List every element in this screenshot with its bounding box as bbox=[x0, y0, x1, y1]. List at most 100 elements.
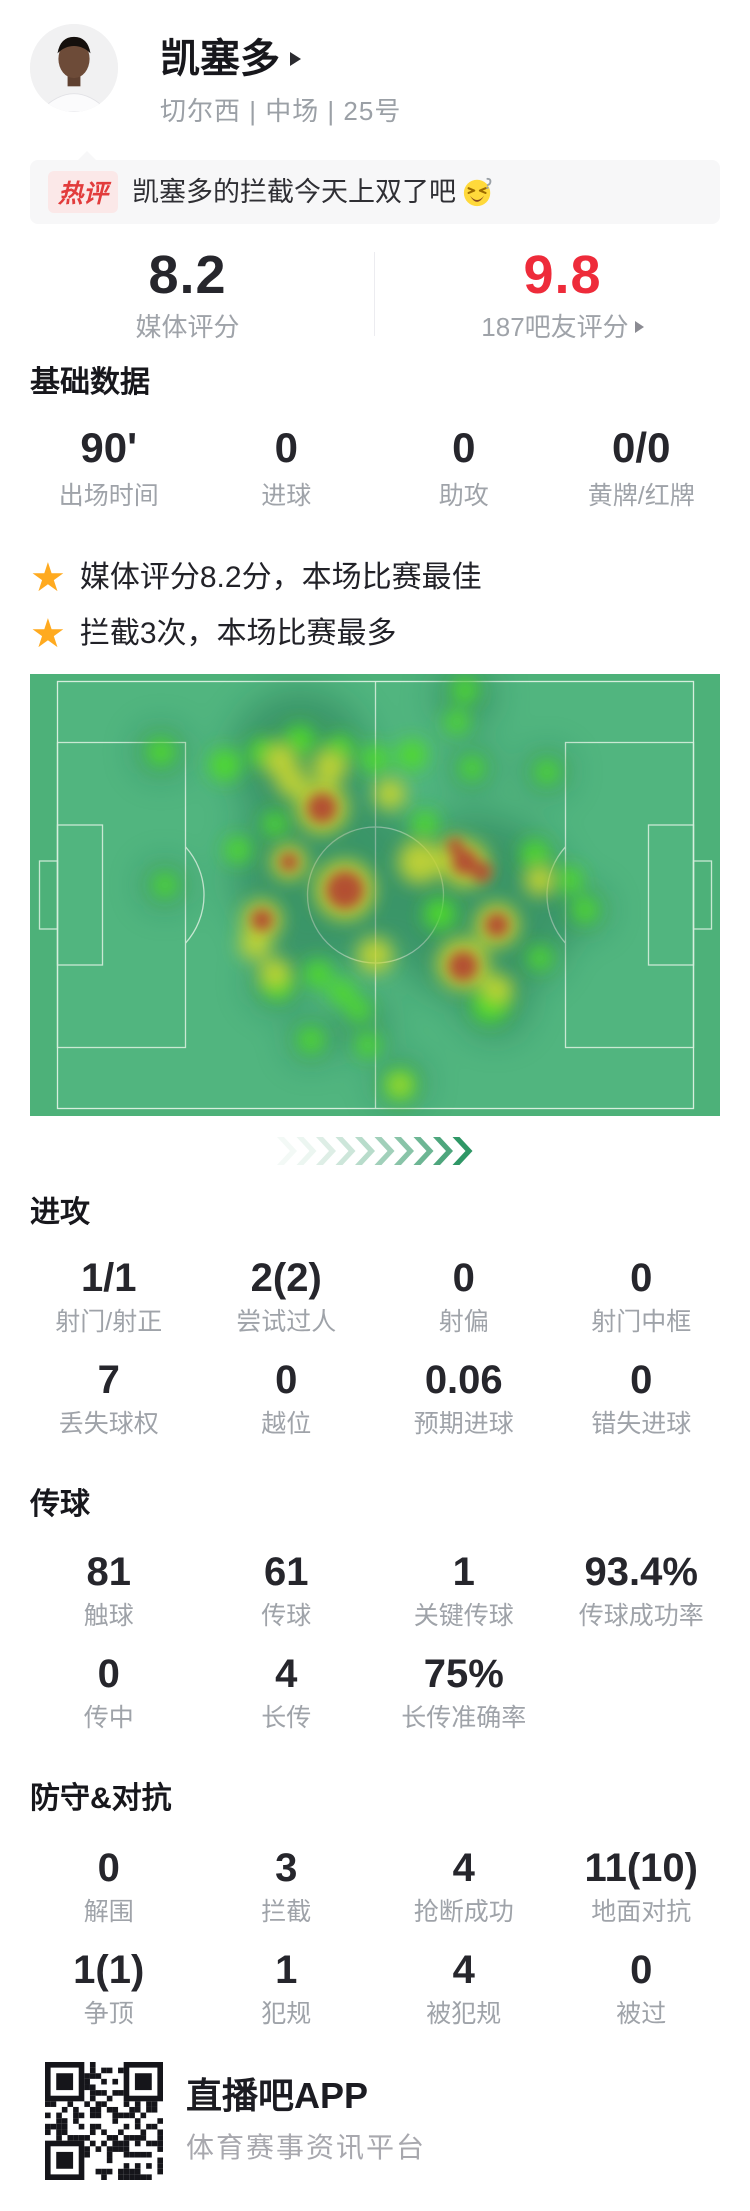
star-icon: ★ bbox=[30, 612, 66, 656]
arrow-right-icon bbox=[634, 321, 644, 333]
stat-label: 助攻 bbox=[438, 482, 489, 510]
stat-value: 0 bbox=[97, 1652, 120, 1696]
stat-cell: 0 助攻 bbox=[375, 424, 553, 510]
app-name: 直播吧APP bbox=[186, 2075, 369, 2116]
stat-value: 3 bbox=[275, 1846, 298, 1890]
stat-cell: 75% 长传准确率 bbox=[375, 1652, 553, 1732]
stat-label: 越位 bbox=[261, 1410, 312, 1438]
basic-stats-grid: 90' 出场时间 0 进球 0 助攻 0/0 黄牌/红牌 bbox=[20, 424, 730, 510]
player-name: 凯塞多 bbox=[160, 37, 280, 81]
stat-cell: 0 错失进球 bbox=[553, 1358, 731, 1438]
stat-label: 长传准确率 bbox=[401, 1704, 527, 1732]
stat-value: 4 bbox=[275, 1652, 298, 1696]
stat-label: 拦截 bbox=[261, 1898, 312, 1926]
stat-cell: 4 被犯规 bbox=[375, 1948, 553, 2028]
stat-cell: 4 长传 bbox=[198, 1652, 376, 1732]
section-title-defense: 防守&对抗 bbox=[30, 1782, 172, 1815]
stat-label: 被过 bbox=[616, 2000, 667, 2028]
stat-label: 关键传球 bbox=[413, 1602, 514, 1630]
stat-value: 4 bbox=[452, 1846, 475, 1890]
stat-cell: 1 关键传球 bbox=[375, 1550, 553, 1630]
stat-cell: 3 拦截 bbox=[198, 1846, 376, 1926]
stat-label: 预期进球 bbox=[413, 1410, 514, 1438]
stat-cell: 90' 出场时间 bbox=[20, 424, 198, 510]
stat-value: 0 bbox=[452, 1256, 475, 1300]
stat-label: 射门中框 bbox=[591, 1308, 692, 1336]
stat-value: 0 bbox=[275, 1358, 298, 1402]
stat-cell: 0 进球 bbox=[198, 424, 376, 510]
chevron-arrows-icon bbox=[277, 1137, 473, 1165]
media-rating-label: 媒体评分 bbox=[0, 312, 375, 342]
stat-label: 错失进球 bbox=[591, 1410, 692, 1438]
stat-label: 射偏 bbox=[438, 1308, 489, 1336]
avatar[interactable] bbox=[30, 24, 118, 112]
stat-value: 7 bbox=[97, 1358, 120, 1402]
app-tagline: 体育赛事资讯平台 bbox=[186, 2132, 427, 2163]
stat-cell: 0 射门中框 bbox=[553, 1256, 731, 1336]
stat-cell: 61 传球 bbox=[198, 1550, 376, 1630]
highlight-row: ★ 媒体评分8.2分，本场比赛最佳 bbox=[30, 556, 482, 600]
star-icon: ★ bbox=[30, 556, 66, 600]
stat-value: 1 bbox=[275, 1948, 298, 1992]
stat-value: 0.06 bbox=[424, 1358, 503, 1402]
stat-cell: 0 射偏 bbox=[375, 1256, 553, 1336]
player-photo bbox=[30, 24, 118, 112]
hot-comment-card[interactable]: 热评 凯塞多的拦截今天上双了吧 bbox=[30, 151, 720, 224]
media-rating-value: 8.2 bbox=[148, 245, 227, 305]
stat-label: 抢断成功 bbox=[413, 1898, 514, 1926]
stat-label: 触球 bbox=[83, 1602, 134, 1630]
stat-label: 出场时间 bbox=[58, 482, 159, 510]
stat-cell: 11(10) 地面对抗 bbox=[553, 1846, 731, 1926]
stat-label: 尝试过人 bbox=[236, 1308, 337, 1336]
stat-label: 传球成功率 bbox=[578, 1602, 704, 1630]
stat-cell: 0.06 预期进球 bbox=[375, 1358, 553, 1438]
stat-value: 1/1 bbox=[80, 1256, 137, 1300]
player-name-row[interactable]: 凯塞多 bbox=[160, 36, 301, 82]
chevron-right-icon bbox=[290, 52, 301, 66]
stat-value: 2(2) bbox=[250, 1256, 322, 1300]
stat-label: 争顶 bbox=[83, 2000, 134, 2028]
stat-value: 11(10) bbox=[584, 1846, 698, 1890]
stat-value: 93.4% bbox=[584, 1550, 698, 1594]
stat-label: 进球 bbox=[261, 482, 312, 510]
stat-label: 射门/射正 bbox=[55, 1308, 163, 1336]
section-title-passing: 传球 bbox=[30, 1488, 90, 1521]
stat-label: 被犯规 bbox=[426, 2000, 502, 2028]
stat-value: 0 bbox=[274, 424, 298, 471]
speech-pointer bbox=[78, 151, 96, 160]
fan-rating-label[interactable]: 187吧友评分 bbox=[375, 312, 750, 342]
stat-cell: 81 触球 bbox=[20, 1550, 198, 1630]
stat-value: 90' bbox=[80, 424, 138, 471]
fan-rating-label-text: 187吧友评分 bbox=[481, 312, 629, 342]
stat-label: 丢失球权 bbox=[58, 1410, 159, 1438]
stat-label: 解围 bbox=[83, 1898, 134, 1926]
stat-cell: 0 解围 bbox=[20, 1846, 198, 1926]
stat-cell: 2(2) 尝试过人 bbox=[198, 1256, 376, 1336]
stat-cell: 7 丢失球权 bbox=[20, 1358, 198, 1438]
stat-value: 0 bbox=[452, 424, 476, 471]
highlight-row: ★ 拦截3次，本场比赛最多 bbox=[30, 612, 397, 656]
position-heatmap bbox=[30, 666, 720, 1116]
laughing-emoji-icon bbox=[463, 177, 492, 207]
player-meta: 切尔西 | 中场 | 25号 bbox=[160, 96, 402, 126]
stat-value: 0 bbox=[97, 1846, 120, 1890]
ratings-divider bbox=[374, 252, 375, 336]
stat-value: 61 bbox=[264, 1550, 309, 1594]
stat-cell: 1/1 射门/射正 bbox=[20, 1256, 198, 1336]
highlight-text: 媒体评分8.2分，本场比赛最佳 bbox=[79, 561, 482, 594]
fan-rating[interactable]: 9.8 187吧友评分 bbox=[375, 246, 750, 342]
heat-red-layer bbox=[251, 793, 509, 981]
stat-cell: 93.4% 传球成功率 bbox=[553, 1550, 731, 1630]
stat-cell: 0 被过 bbox=[553, 1948, 731, 2028]
stat-value: 4 bbox=[452, 1948, 475, 1992]
stat-value: 1(1) bbox=[73, 1948, 145, 1992]
stat-cell: 1(1) 争顶 bbox=[20, 1948, 198, 2028]
stat-value: 0/0 bbox=[612, 424, 671, 471]
stat-label: 长传 bbox=[261, 1704, 312, 1732]
media-rating: 8.2 媒体评分 bbox=[0, 246, 375, 342]
defense-stats-grid: 0 解围 3 拦截 4 抢断成功 11(10) 地面对抗 1(1) 争顶 1 犯规 4 被犯规… bbox=[20, 1846, 730, 2028]
stat-label: 黄牌/红牌 bbox=[587, 482, 695, 510]
section-title-basic: 基础数据 bbox=[30, 366, 150, 399]
stat-cell: 1 犯规 bbox=[198, 1948, 376, 2028]
